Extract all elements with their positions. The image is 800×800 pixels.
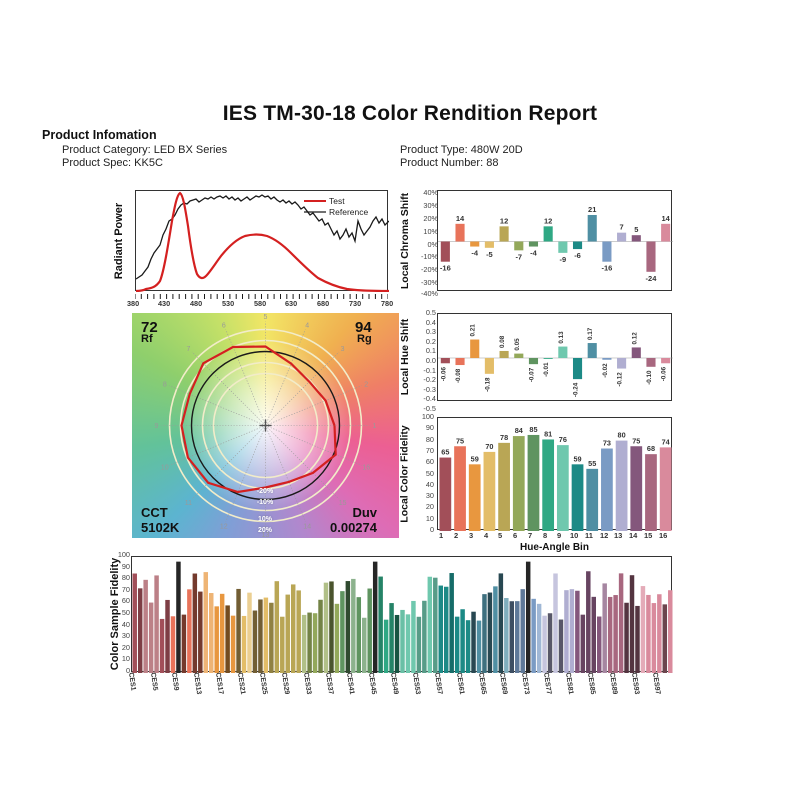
svg-text:-9: -9	[560, 255, 567, 264]
svg-text:59: 59	[471, 454, 479, 463]
svg-text:74: 74	[662, 437, 671, 446]
svg-text:-5: -5	[486, 250, 493, 259]
svg-text:5: 5	[264, 314, 268, 321]
svg-text:12: 12	[544, 216, 552, 225]
svg-text:78: 78	[500, 433, 508, 442]
svg-text:16: 16	[362, 465, 370, 472]
svg-text:70: 70	[485, 442, 493, 451]
svg-text:9: 9	[155, 423, 159, 430]
svg-text:-16: -16	[601, 264, 612, 273]
svg-text:-0.07: -0.07	[528, 367, 535, 382]
svg-text:-0.24: -0.24	[573, 382, 580, 397]
svg-text:55: 55	[588, 459, 596, 468]
svg-text:-0.12: -0.12	[617, 372, 624, 387]
svg-text:68: 68	[647, 444, 655, 453]
svg-text:-4: -4	[471, 249, 478, 258]
svg-text:80: 80	[618, 431, 626, 440]
svg-text:-0.10: -0.10	[646, 370, 653, 385]
svg-text:-24: -24	[646, 274, 658, 283]
svg-text:-0.01: -0.01	[543, 362, 550, 377]
svg-text:11: 11	[185, 500, 192, 507]
svg-text:76: 76	[559, 435, 567, 444]
svg-text:7: 7	[620, 223, 624, 232]
svg-text:-0.02: -0.02	[602, 363, 609, 378]
svg-text:-16: -16	[440, 264, 451, 273]
svg-text:73: 73	[603, 439, 611, 448]
svg-text:75: 75	[456, 436, 464, 445]
svg-text:0.13: 0.13	[558, 331, 565, 344]
svg-text:2: 2	[364, 381, 368, 388]
svg-text:Test: Test	[329, 196, 345, 206]
svg-text:4: 4	[305, 322, 309, 329]
svg-text:6: 6	[222, 322, 226, 329]
svg-text:84: 84	[515, 426, 524, 435]
svg-text:0.08: 0.08	[499, 335, 506, 348]
svg-text:-0.06: -0.06	[661, 366, 668, 381]
svg-text:75: 75	[632, 436, 640, 445]
svg-text:1: 1	[373, 423, 377, 430]
svg-text:-0.08: -0.08	[455, 368, 462, 383]
svg-text:14: 14	[661, 214, 670, 223]
svg-text:5: 5	[634, 225, 638, 234]
svg-text:0.21: 0.21	[470, 324, 477, 337]
svg-text:-6: -6	[574, 251, 581, 260]
svg-text:-0.18: -0.18	[484, 377, 491, 392]
svg-text:85: 85	[529, 425, 537, 434]
svg-text:81: 81	[544, 429, 552, 438]
svg-text:7: 7	[186, 346, 190, 353]
svg-text:0.05: 0.05	[514, 338, 521, 351]
svg-text:14: 14	[456, 214, 465, 223]
svg-text:65: 65	[441, 448, 449, 457]
svg-text:0.12: 0.12	[631, 332, 638, 345]
svg-text:-0.06: -0.06	[440, 366, 447, 381]
svg-text:-7: -7	[515, 252, 522, 261]
svg-text:Reference: Reference	[329, 207, 368, 217]
svg-text:10: 10	[161, 465, 169, 472]
svg-text:3: 3	[341, 346, 345, 353]
svg-text:21: 21	[588, 205, 596, 214]
svg-text:0.17: 0.17	[587, 327, 594, 340]
svg-text:59: 59	[573, 454, 581, 463]
svg-text:8: 8	[163, 381, 167, 388]
svg-text:-4: -4	[530, 249, 537, 258]
svg-text:12: 12	[500, 216, 508, 225]
